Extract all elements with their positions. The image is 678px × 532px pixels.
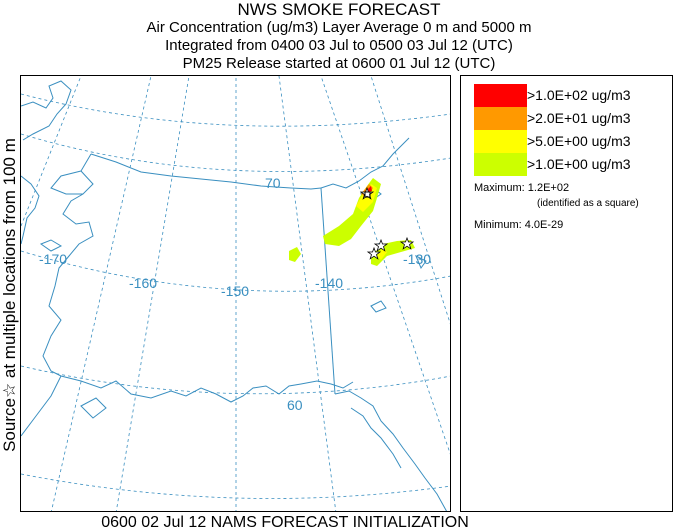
legend-panel: >1.0E+02 ug/m3 >2.0E+01 ug/m3 >5.0E+00 u…	[460, 75, 673, 512]
lat-label-70: 70	[265, 175, 281, 191]
alaska-map: 70 60 -170 -160 -150 -140 -130	[21, 76, 450, 511]
maximum-square	[364, 191, 371, 198]
lon-line-130	[320, 76, 450, 455]
legend-label-20: >2.0E+01 ug/m3	[527, 110, 631, 126]
lon-label-170: -170	[39, 251, 67, 267]
smoke-plume-west	[289, 247, 301, 262]
lon-label-160: -160	[129, 275, 157, 291]
legend-swatch-5	[474, 130, 527, 153]
maximum-note: (identified as a square)	[537, 198, 639, 209]
lon-line-w1	[21, 76, 82, 227]
lat-line-75	[21, 93, 450, 127]
lon-line-e1	[370, 76, 450, 325]
release-start: PM25 Release started at 0600 01 Jul 12 (…	[182, 55, 496, 72]
integration-period: Integrated from 0400 03 Jul to 0500 03 J…	[165, 37, 513, 54]
source-location-label: Source☆ at multiple locations from 100 m	[0, 138, 19, 452]
lon-line-140	[278, 76, 337, 511]
source-star-icon	[399, 236, 415, 250]
legend-label-5: >5.0E+00 ug/m3	[527, 133, 631, 149]
source-star-icon	[373, 238, 389, 252]
legend-swatch-20	[474, 107, 527, 130]
forecast-title: NWS SMOKE FORECAST	[237, 0, 441, 19]
source-star-icon	[359, 186, 375, 200]
lat-line-60	[21, 365, 450, 395]
legend-swatch-1	[474, 153, 527, 176]
legend-label-100: >1.0E+02 ug/m3	[527, 87, 631, 103]
source-markers	[359, 186, 415, 260]
lat-label-60: 60	[287, 397, 303, 413]
lon-label-150: -150	[221, 283, 249, 299]
concentration-subtitle: Air Concentration (ug/m3) Layer Average …	[146, 19, 532, 36]
source-star-icon	[366, 246, 382, 260]
lon-line-160	[115, 76, 190, 511]
lon-label-140: -140	[315, 275, 343, 291]
map-panel: 70 60 -170 -160 -150 -140 -130	[20, 75, 451, 512]
legend-label-1: >1.0E+00 ug/m3	[527, 156, 631, 172]
lat-line-70	[21, 133, 450, 172]
lon-label-130: -130	[403, 251, 431, 267]
lon-line-170	[51, 76, 152, 511]
maximum-value: Maximum: 1.2E+02	[474, 182, 570, 194]
lat-line-55	[21, 473, 450, 499]
smoke-plume-main	[323, 178, 381, 246]
minimum-value: Minimum: 4.0E-29	[474, 219, 564, 231]
initialization-footer: 0600 02 Jul 12 NAMS FORECAST INITIALIZAT…	[101, 514, 469, 531]
legend-swatch-100	[474, 84, 527, 107]
